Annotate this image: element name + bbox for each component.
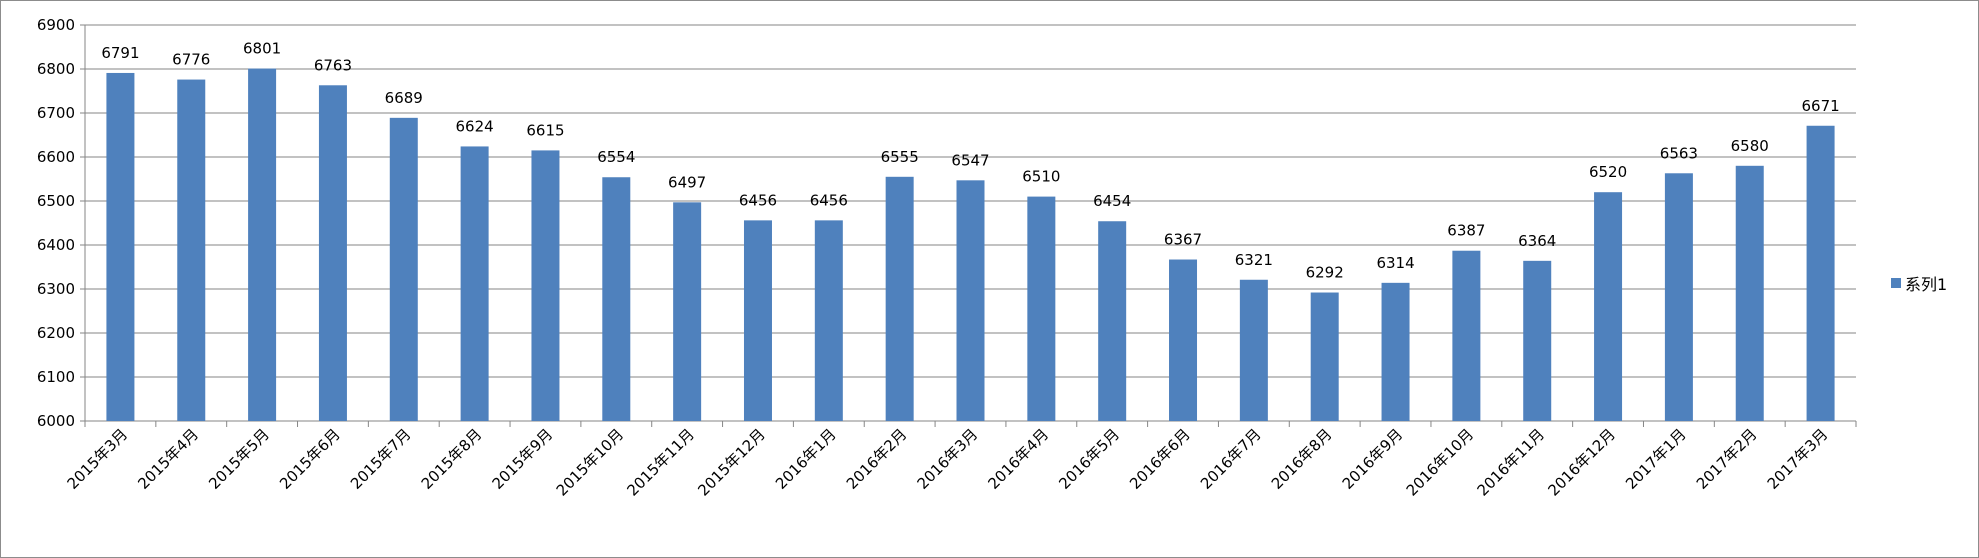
data-label: 6387 xyxy=(1447,222,1485,240)
x-tick-label: 2016年7月 xyxy=(1197,425,1265,493)
x-tick-label: 2017年2月 xyxy=(1693,425,1761,493)
data-label: 6510 xyxy=(1022,168,1060,186)
x-tick-label: 2016年9月 xyxy=(1339,425,1407,493)
data-label: 6321 xyxy=(1235,251,1273,269)
x-tick-label: 2016年3月 xyxy=(914,425,982,493)
bar xyxy=(1027,196,1056,421)
bar xyxy=(318,85,347,421)
y-tick-label: 6800 xyxy=(37,60,75,78)
y-tick-label: 6000 xyxy=(37,412,75,430)
x-tick-label: 2015年9月 xyxy=(489,425,557,493)
bar xyxy=(1523,260,1552,421)
bar xyxy=(1806,125,1835,421)
x-tick-label: 2016年8月 xyxy=(1268,425,1336,493)
y-tick-label: 6400 xyxy=(37,236,75,254)
bar xyxy=(1098,221,1127,421)
bar xyxy=(1594,192,1623,421)
y-tick-label: 6200 xyxy=(37,324,75,342)
data-label: 6615 xyxy=(526,121,564,139)
x-tick-label: 2015年12月 xyxy=(694,425,768,499)
data-label: 6292 xyxy=(1306,264,1344,282)
x-tick-label: 2015年5月 xyxy=(205,425,273,493)
bar xyxy=(1310,292,1339,421)
data-label: 6580 xyxy=(1731,137,1769,155)
data-label: 6689 xyxy=(385,89,423,107)
x-tick-label: 2015年4月 xyxy=(134,425,202,493)
bar xyxy=(814,220,843,421)
y-tick-label: 6500 xyxy=(37,192,75,210)
data-label: 6776 xyxy=(172,51,210,69)
x-tick-label: 2015年10月 xyxy=(553,425,627,499)
bar xyxy=(1452,250,1481,421)
y-tick-label: 6300 xyxy=(37,280,75,298)
x-tick-label: 2017年1月 xyxy=(1622,425,1690,493)
bar xyxy=(1735,165,1764,421)
x-tick-label: 2016年11月 xyxy=(1474,425,1548,499)
bar xyxy=(956,180,985,421)
bar xyxy=(389,117,418,421)
data-label: 6801 xyxy=(243,40,281,58)
bar xyxy=(460,146,489,421)
legend-label: 系列1 xyxy=(1905,275,1948,294)
y-tick-label: 6100 xyxy=(37,368,75,386)
x-tick-label: 2016年6月 xyxy=(1126,425,1194,493)
data-label: 6763 xyxy=(314,56,352,74)
x-tick-label: 2015年11月 xyxy=(624,425,698,499)
bar xyxy=(885,176,914,421)
data-label: 6456 xyxy=(739,191,777,209)
data-label: 6367 xyxy=(1164,231,1202,249)
x-tick-label: 2016年5月 xyxy=(1055,425,1123,493)
y-tick-label: 6900 xyxy=(37,16,75,34)
bar xyxy=(106,72,135,422)
data-label: 6314 xyxy=(1376,254,1414,272)
x-tick-label: 2016年4月 xyxy=(984,425,1052,493)
x-tick-label: 2017年3月 xyxy=(1764,425,1832,493)
bar xyxy=(673,202,702,421)
data-label: 6555 xyxy=(881,148,919,166)
data-label: 6791 xyxy=(101,44,139,62)
bar xyxy=(1169,259,1198,421)
bar xyxy=(743,220,772,421)
bar xyxy=(531,150,560,421)
data-label: 6671 xyxy=(1801,97,1839,115)
data-label: 6547 xyxy=(951,151,989,169)
bar xyxy=(1381,282,1410,421)
x-tick-label: 2015年3月 xyxy=(64,425,132,493)
x-tick-label: 2016年10月 xyxy=(1403,425,1477,499)
y-tick-label: 6600 xyxy=(37,148,75,166)
legend-swatch xyxy=(1891,278,1901,288)
bar xyxy=(1664,173,1693,421)
bar xyxy=(602,177,631,421)
x-tick-label: 2016年2月 xyxy=(843,425,911,493)
x-tick-label: 2015年7月 xyxy=(347,425,415,493)
bar xyxy=(177,79,206,421)
x-tick-label: 2015年6月 xyxy=(276,425,344,493)
legend: 系列1 xyxy=(1891,271,1947,295)
data-label: 6497 xyxy=(668,173,706,191)
data-label: 6624 xyxy=(456,117,494,135)
x-tick-label: 2015年8月 xyxy=(418,425,486,493)
bar xyxy=(1239,279,1268,421)
data-label: 6563 xyxy=(1660,144,1698,162)
data-label: 6454 xyxy=(1093,192,1131,210)
bar xyxy=(248,68,277,421)
data-label: 6554 xyxy=(597,148,635,166)
data-label: 6364 xyxy=(1518,232,1556,250)
x-tick-label: 2016年1月 xyxy=(772,425,840,493)
y-tick-label: 6700 xyxy=(37,104,75,122)
data-label: 6456 xyxy=(810,191,848,209)
x-tick-label: 2016年12月 xyxy=(1544,425,1618,499)
data-label: 6520 xyxy=(1589,163,1627,181)
